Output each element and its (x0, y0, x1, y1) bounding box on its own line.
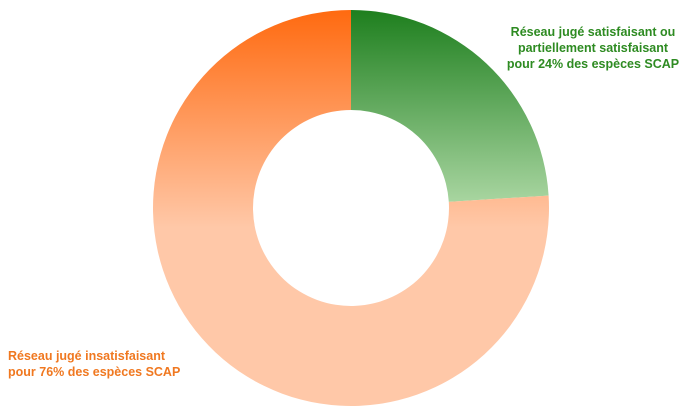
slice-label-insatisfaisant: Réseau jugé insatisfaisant pour 76% des … (8, 348, 208, 380)
slice-label-satisfaisant: Réseau jugé satisfaisant ou partiellemen… (500, 24, 686, 72)
label-line: pour 76% des espèces SCAP (8, 365, 181, 379)
label-line: Réseau jugé insatisfaisant (8, 349, 166, 363)
donut-slice-insatisfaisant (153, 10, 549, 406)
label-line: partiellement satisfaisant (517, 41, 669, 55)
label-line: pour 24% des espèces SCAP (506, 57, 680, 71)
donut-slices (153, 10, 549, 406)
donut-slice-satisfaisant (351, 10, 549, 202)
label-line: Réseau jugé satisfaisant ou (510, 25, 676, 39)
